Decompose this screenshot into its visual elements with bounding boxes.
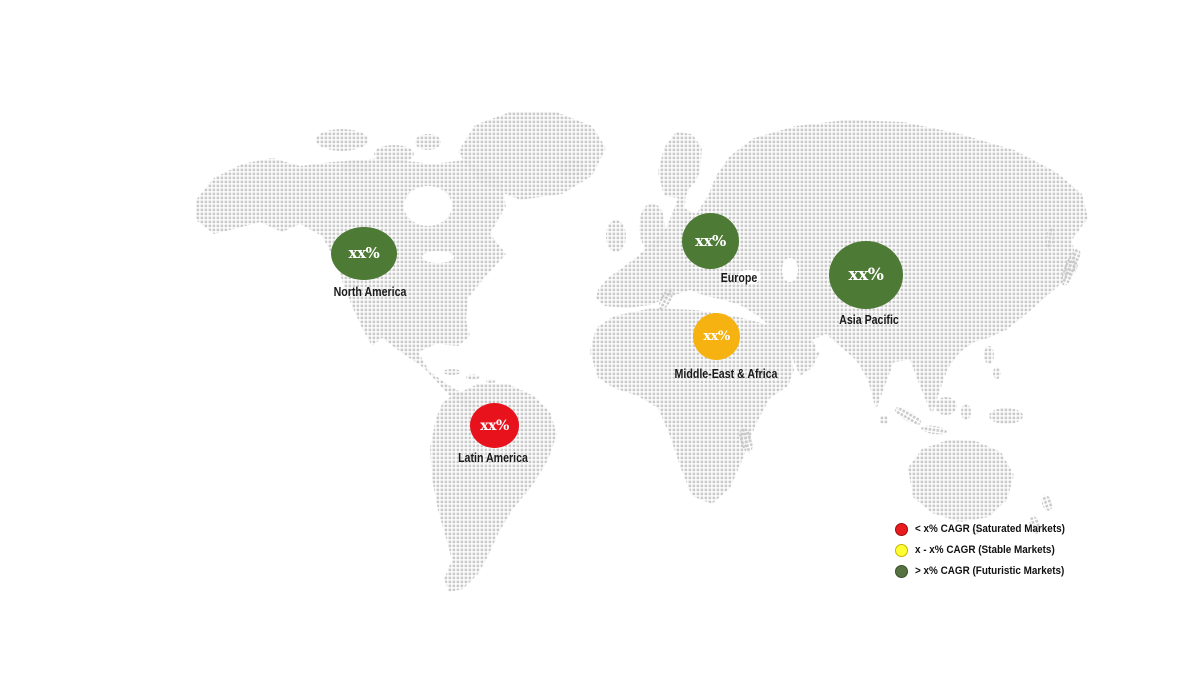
legend-dot-saturated-icon <box>895 522 908 536</box>
island-greenland <box>458 112 606 200</box>
region-label-europe: Europe <box>720 271 758 285</box>
bubble-europe: xx% <box>682 213 739 269</box>
legend-item-stable: x - x% CAGR (Stable Markets) <box>895 543 1082 557</box>
bubble-value-europe: xx% <box>695 231 726 250</box>
bubble-value-asia-pacific: xx% <box>848 264 884 285</box>
region-label-middle-east-africa: Middle-East & Africa <box>674 367 778 381</box>
cagr-legend: < x% CAGR (Saturated Markets) x - x% CAG… <box>895 522 1082 578</box>
bubble-north-america: xx% <box>331 227 397 280</box>
region-label-asia-pacific: Asia Pacific <box>839 313 899 327</box>
region-label-north-america: North America <box>333 285 407 299</box>
legend-label-saturated: < x% CAGR (Saturated Markets) <box>915 523 1065 535</box>
continent-australia <box>908 440 1014 522</box>
bubble-asia-pacific: xx% <box>829 241 903 309</box>
legend-dot-stable-icon <box>895 543 908 557</box>
legend-item-futuristic: > x% CAGR (Futuristic Markets) <box>895 564 1082 578</box>
legend-dot-futuristic-icon <box>895 564 908 578</box>
bubble-latin-america: xx% <box>470 403 519 448</box>
bubble-value-latin-america: xx% <box>480 417 509 434</box>
continent-south-america <box>430 384 557 592</box>
continent-africa <box>590 308 794 504</box>
legend-label-stable: x - x% CAGR (Stable Markets) <box>915 544 1055 556</box>
bubble-value-middle-east-africa: xx% <box>703 329 730 344</box>
legend-label-futuristic: > x% CAGR (Futuristic Markets) <box>915 565 1065 577</box>
bubble-middle-east-africa: xx% <box>693 313 740 360</box>
legend-item-saturated: < x% CAGR (Saturated Markets) <box>895 522 1082 536</box>
bubble-value-north-america: xx% <box>348 244 380 262</box>
region-label-latin-america: Latin America <box>458 451 528 465</box>
